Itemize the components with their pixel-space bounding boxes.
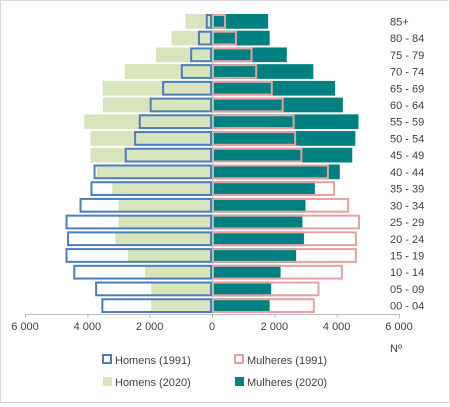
bar-homens-1991-8 [93, 164, 212, 180]
bar-mulheres-2020-12 [212, 97, 343, 113]
bar-homens-1991-12 [149, 97, 213, 113]
age-group-label: 60 - 64 [390, 100, 424, 112]
bar-homens-1991-16 [197, 30, 213, 46]
age-group-label: 45 - 49 [390, 150, 424, 162]
legend-swatch-mulheres-1991 [234, 354, 244, 364]
age-group-label: 65 - 69 [390, 83, 424, 95]
bar-mulheres-2020-5 [212, 214, 303, 230]
age-group-label: 10 - 14 [390, 267, 424, 279]
legend-label-homens-2020: Homens (2020) [115, 377, 191, 389]
bar-mulheres-2020-16 [212, 30, 270, 46]
age-group-label: 50 - 54 [390, 133, 424, 145]
x-tick-label: 4 000 [74, 321, 102, 333]
age-group-label: 35 - 39 [390, 184, 424, 196]
legend-item-homens-2020: Homens (2020) [103, 377, 191, 389]
bar-homens-1991-1 [95, 281, 212, 297]
legend-label-mulheres-2020: Mulheres (2020) [247, 377, 327, 389]
bar-homens-1991-5 [65, 214, 213, 230]
legend: Homens (1991) Mulheres (1991) Homens (20… [102, 354, 327, 389]
bar-mulheres-2020-0 [212, 298, 270, 313]
bar-homens-1991-10 [134, 131, 212, 146]
x-tick-label: 4 000 [323, 321, 351, 333]
bar-mulheres-2020-6 [212, 197, 306, 213]
x-tick-label: 2 000 [261, 321, 289, 333]
bar-homens-2020-16 [171, 30, 212, 46]
x-tick-label: 2 000 [136, 321, 164, 333]
age-group-label: 30 - 34 [390, 200, 424, 212]
bar-homens-1991-0 [101, 298, 212, 313]
bar-mulheres-2020-4 [212, 231, 304, 247]
legend-label-mulheres-1991: Mulheres (1991) [247, 355, 327, 367]
bar-homens-1991-6 [79, 197, 212, 213]
bar-homens-2020-12 [102, 97, 212, 113]
bar-mulheres-2020-15 [212, 47, 287, 63]
legend-swatch-mulheres-2020 [235, 377, 244, 386]
bar-homens-2020-1 [151, 281, 212, 297]
bar-homens-2020-13 [102, 80, 212, 96]
bar-mulheres-2020-13 [212, 80, 336, 96]
bar-mulheres-2020-8 [212, 164, 340, 180]
bar-homens-2020-0 [151, 298, 212, 313]
legend-label-homens-1991: Homens (1991) [115, 355, 191, 367]
legend-item-mulheres-1991: Mulheres (1991) [234, 354, 327, 367]
bar-mulheres-2020-17 [212, 14, 269, 29]
bar-homens-2020-15 [155, 47, 212, 63]
bar-mulheres-2020-10 [212, 131, 356, 146]
bar-mulheres-2020-1 [212, 281, 272, 297]
bar-homens-1991-14 [180, 64, 212, 79]
bar-homens-2020-14 [124, 64, 212, 79]
bar-mulheres-2020-14 [212, 64, 314, 79]
legend-item-mulheres-2020: Mulheres (2020) [235, 377, 327, 389]
age-group-label: 80 - 84 [390, 33, 424, 45]
legend-swatch-homens-1991 [102, 354, 112, 364]
bar-mulheres-2020-11 [212, 114, 359, 130]
bar-homens-1991-2 [73, 264, 212, 280]
age-group-label: 20 - 24 [390, 234, 424, 246]
age-group-labels: 00 - 04 05 - 09 10 - 14 15 - 19 20 - 24 25 - … [390, 16, 424, 312]
bar-homens-2020-17 [185, 14, 212, 29]
bar-homens-2020-2 [144, 264, 212, 280]
bar-homens-1991-9 [124, 147, 212, 163]
legend-item-homens-1991: Homens (1991) [102, 354, 191, 367]
age-group-label: 15 - 19 [390, 250, 424, 262]
filled-bars-2020 [84, 14, 359, 313]
bar-mulheres-2020-7 [212, 181, 315, 196]
bar-mulheres-2020-9 [212, 147, 353, 163]
bar-homens-1991-11 [138, 114, 212, 130]
bar-homens-2020-9 [90, 147, 212, 163]
bar-homens-2020-3 [127, 248, 212, 263]
bar-homens-2020-4 [115, 231, 212, 247]
bar-homens-2020-6 [118, 197, 212, 213]
bar-homens-2020-10 [90, 131, 212, 146]
age-group-label: 70 - 74 [390, 67, 424, 79]
age-group-label: 25 - 29 [390, 217, 424, 229]
bar-homens-2020-11 [84, 114, 212, 130]
bar-homens-1991-17 [205, 14, 212, 29]
bar-homens-2020-8 [96, 164, 212, 180]
x-tick-label: 6 000 [11, 321, 39, 333]
bar-homens-2020-7 [112, 181, 212, 196]
bar-mulheres-2020-2 [212, 264, 281, 280]
age-group-label: 55 - 59 [390, 117, 424, 129]
x-axis-title: Nº [390, 343, 402, 355]
age-group-label: 00 - 04 [390, 301, 424, 313]
bar-homens-1991-3 [65, 248, 213, 263]
bar-homens-1991-13 [162, 80, 212, 96]
bar-homens-1991-15 [190, 47, 212, 63]
age-group-label: 85+ [390, 16, 409, 28]
x-tick-label: 0 [209, 321, 215, 333]
age-group-label: 40 - 44 [390, 167, 424, 179]
bar-homens-1991-4 [67, 231, 212, 247]
bar-homens-1991-7 [90, 181, 212, 196]
age-group-label: 75 - 79 [390, 50, 424, 62]
x-tick-labels: 6 000 4 000 2 000 0 2 000 4 000 6 000 [11, 314, 413, 333]
x-tick-label: 6 000 [385, 321, 413, 333]
age-group-label: 05 - 09 [390, 284, 424, 296]
bar-mulheres-2020-3 [212, 248, 297, 263]
bar-homens-2020-5 [118, 214, 212, 230]
legend-swatch-homens-2020 [103, 377, 112, 386]
